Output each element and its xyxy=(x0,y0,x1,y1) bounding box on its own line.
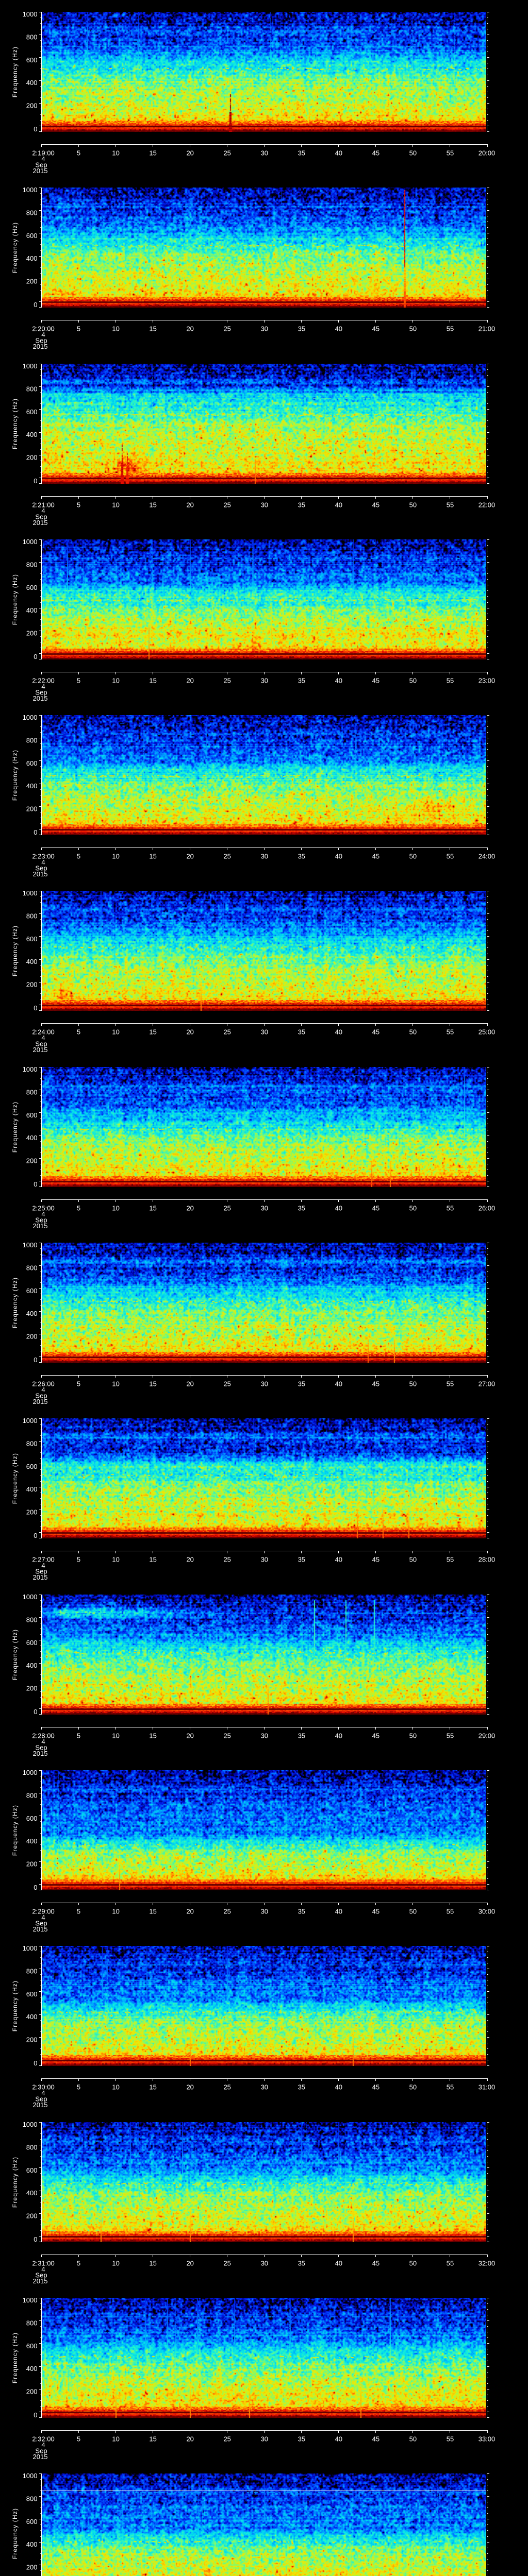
svg-text:2:23:00: 2:23:00 xyxy=(32,853,54,860)
svg-text:25:00: 25:00 xyxy=(478,1028,496,1036)
svg-text:27:00: 27:00 xyxy=(478,1380,496,1388)
svg-text:32:00: 32:00 xyxy=(478,2260,496,2267)
svg-text:21:00: 21:00 xyxy=(478,325,496,333)
svg-text:33:00: 33:00 xyxy=(478,2435,496,2443)
svg-text:2:32:00: 2:32:00 xyxy=(32,2435,54,2443)
svg-text:2:21:00: 2:21:00 xyxy=(32,501,54,509)
svg-text:30:00: 30:00 xyxy=(478,1908,496,1916)
svg-text:24:00: 24:00 xyxy=(478,853,496,860)
svg-text:2:22:00: 2:22:00 xyxy=(32,677,54,685)
svg-text:2:27:00: 2:27:00 xyxy=(32,1556,54,1564)
svg-text:2:24:00: 2:24:00 xyxy=(32,1028,54,1036)
svg-text:2:20:00: 2:20:00 xyxy=(32,325,54,333)
svg-text:22:00: 22:00 xyxy=(478,501,496,509)
svg-text:29:00: 29:00 xyxy=(478,1732,496,1740)
svg-text:2:30:00: 2:30:00 xyxy=(32,2083,54,2091)
svg-text:23:00: 23:00 xyxy=(478,677,496,685)
svg-text:2:26:00: 2:26:00 xyxy=(32,1380,54,1388)
svg-text:2:19:00: 2:19:00 xyxy=(32,149,54,157)
svg-text:2:29:00: 2:29:00 xyxy=(32,1908,54,1916)
svg-text:2:31:00: 2:31:00 xyxy=(32,2260,54,2267)
svg-text:2:25:00: 2:25:00 xyxy=(32,1205,54,1212)
svg-text:31:00: 31:00 xyxy=(478,2083,496,2091)
svg-text:28:00: 28:00 xyxy=(478,1556,496,1564)
svg-text:20:00: 20:00 xyxy=(478,149,496,157)
svg-text:26:00: 26:00 xyxy=(478,1205,496,1212)
svg-text:2:28:00: 2:28:00 xyxy=(32,1732,54,1740)
